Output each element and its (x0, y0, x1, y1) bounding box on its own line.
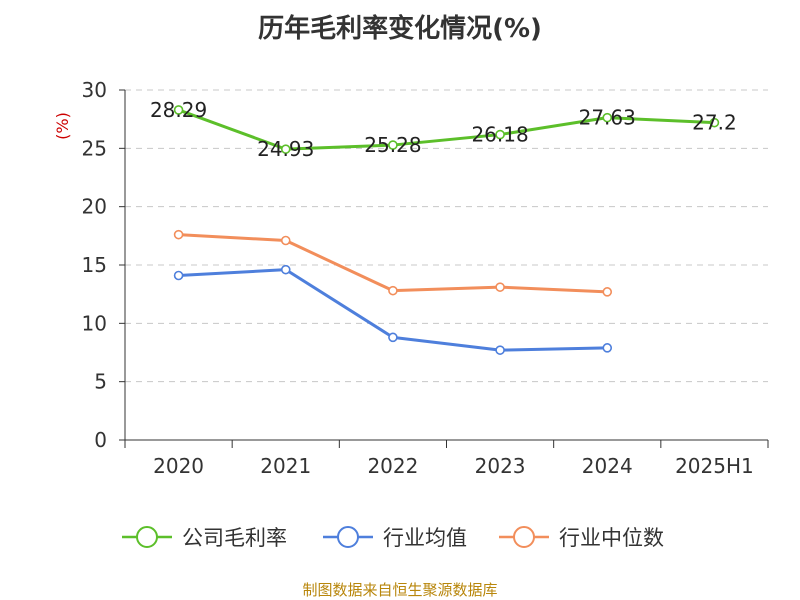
x-tick-label: 2025H1 (675, 454, 754, 478)
data-point (388, 285, 398, 296)
data-point (388, 332, 398, 343)
data-point (495, 129, 505, 140)
data-point (495, 282, 505, 292)
data-point (173, 105, 184, 115)
legend-label: 公司毛利率 (182, 526, 287, 550)
legend-item-2[interactable]: 行业均值 (323, 526, 467, 550)
data-point (173, 270, 184, 281)
x-tick-label: 2024 (582, 454, 633, 478)
axes: 0 5 10 15 20 25 30 2020 2021 2022 2023 2024 2025H1 (%… (53, 78, 769, 478)
data-point (495, 345, 505, 355)
y-tick-label: 30 (82, 78, 107, 102)
chart-title: 历年毛利率变化情况(%) (258, 14, 542, 44)
legend-item-1[interactable]: 公司毛利率 (122, 526, 287, 550)
data-point (602, 343, 613, 353)
legend-marker (513, 526, 535, 548)
data-point (602, 287, 613, 297)
x-tick-label: 2020 (153, 454, 204, 478)
legend-label: 行业均值 (383, 526, 467, 550)
data-point (280, 235, 291, 246)
source-note: 制图数据来自恒生聚源数据库 (302, 581, 498, 599)
data-point (280, 264, 291, 275)
series-line-3 (178, 233, 608, 294)
data-label: 27.63 (579, 106, 636, 130)
data-label: 27.2 (692, 111, 737, 135)
data-labels: 28.29 24.93 25.28 26.18 27.63 27.2 (150, 98, 737, 161)
data-point (280, 144, 291, 154)
y-tick-label: 25 (82, 136, 107, 160)
data-point (388, 140, 398, 150)
x-tick-label: 2023 (475, 454, 526, 478)
data-label: 25.28 (364, 133, 421, 157)
data-label: 24.93 (257, 137, 314, 161)
data-label: 28.29 (150, 98, 207, 122)
y-axis-label: (%) (53, 112, 72, 140)
data-point (602, 112, 613, 123)
legend[interactable]: 公司毛利率 行业均值 行业中位数 (122, 526, 664, 550)
y-tick-label: 5 (94, 370, 107, 394)
legend-marker (337, 526, 359, 548)
legend-item-3[interactable]: 行业中位数 (499, 526, 664, 550)
y-tick-label: 20 (82, 195, 107, 219)
legend-label: 行业中位数 (559, 526, 664, 550)
y-tick-label: 10 (82, 311, 107, 335)
x-tick-label: 2021 (260, 454, 311, 478)
legend-marker (136, 526, 158, 548)
x-tick-label: 2022 (367, 454, 418, 478)
series-lines (173, 105, 720, 355)
y-tick-label: 15 (82, 253, 107, 277)
data-point (173, 229, 184, 240)
y-tick-label: 0 (94, 428, 107, 452)
series-line-1 (178, 108, 715, 151)
data-label: 26.18 (471, 123, 528, 147)
data-point (709, 117, 720, 128)
grid-lines (125, 89, 768, 383)
